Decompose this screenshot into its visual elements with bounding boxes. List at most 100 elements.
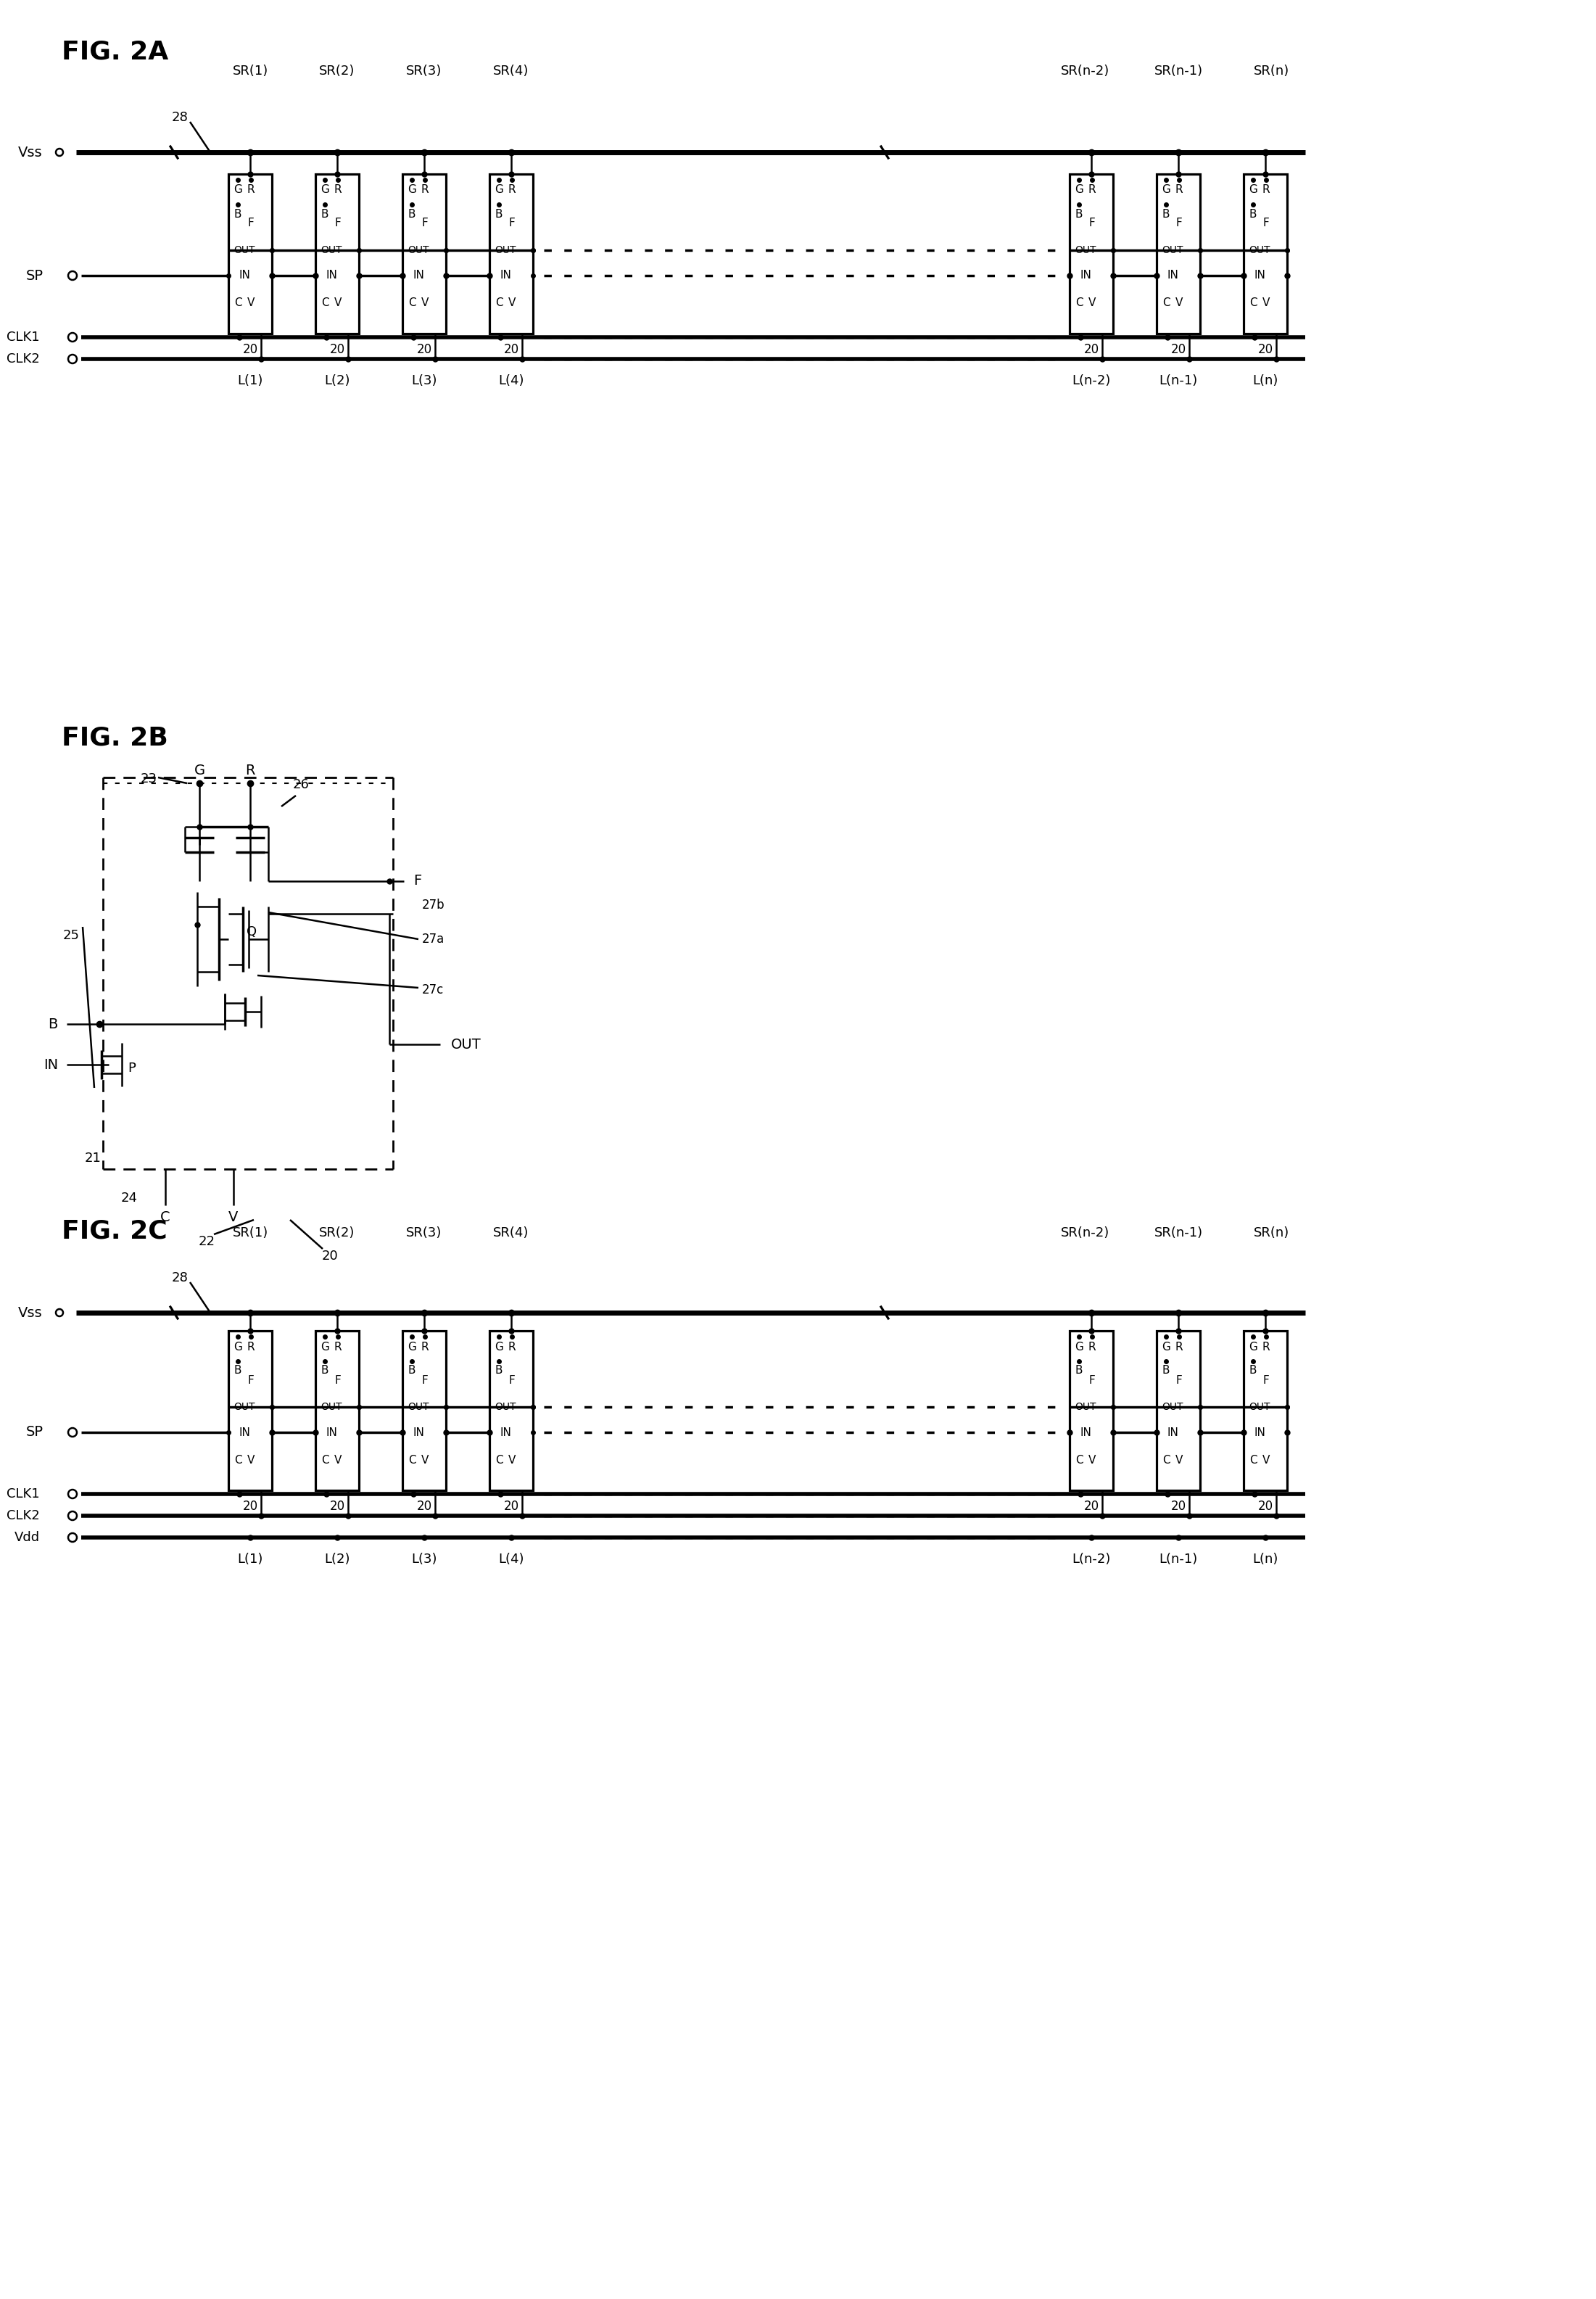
Bar xyxy=(316,175,359,333)
Text: F: F xyxy=(1088,218,1095,230)
Text: 26: 26 xyxy=(292,777,310,791)
Text: 21: 21 xyxy=(85,1152,102,1166)
Text: V: V xyxy=(508,1455,516,1464)
Bar xyxy=(402,175,445,333)
Text: 27c: 27c xyxy=(421,984,444,995)
Text: R: R xyxy=(1262,184,1270,195)
Text: C: C xyxy=(1076,1455,1082,1464)
Text: C: C xyxy=(1162,297,1170,308)
Text: G: G xyxy=(233,184,243,195)
Text: G: G xyxy=(321,184,329,195)
Text: G: G xyxy=(1162,1340,1170,1352)
Text: L(1): L(1) xyxy=(238,375,263,386)
Text: L(n): L(n) xyxy=(1253,1552,1278,1566)
Text: IN: IN xyxy=(500,1428,511,1437)
Text: SP: SP xyxy=(26,269,43,283)
Text: CLK2: CLK2 xyxy=(6,352,40,366)
Text: OUT: OUT xyxy=(233,246,255,255)
Text: SR(2): SR(2) xyxy=(319,1225,354,1239)
Text: F: F xyxy=(1262,218,1269,230)
Text: R: R xyxy=(246,763,255,777)
Text: SR(n-1): SR(n-1) xyxy=(1154,1225,1203,1239)
Text: R: R xyxy=(1175,1340,1183,1352)
Text: OUT: OUT xyxy=(1162,246,1183,255)
Text: SR(n-1): SR(n-1) xyxy=(1154,64,1203,78)
Bar xyxy=(490,1331,533,1490)
Bar xyxy=(490,175,533,333)
Text: IN: IN xyxy=(1167,1428,1178,1437)
Text: L(2): L(2) xyxy=(324,1552,350,1566)
Bar xyxy=(1157,175,1200,333)
Text: B: B xyxy=(409,1366,415,1377)
Text: 20: 20 xyxy=(1171,1499,1186,1513)
Text: 22: 22 xyxy=(198,1235,215,1248)
Text: G: G xyxy=(1162,184,1170,195)
Text: C: C xyxy=(495,1455,503,1464)
Text: SR(1): SR(1) xyxy=(233,1225,268,1239)
Text: IN: IN xyxy=(239,271,251,280)
Text: V: V xyxy=(1088,1455,1096,1464)
Text: SR(2): SR(2) xyxy=(319,64,354,78)
Text: 28: 28 xyxy=(171,1271,188,1285)
Text: 20: 20 xyxy=(504,343,519,356)
Text: B: B xyxy=(1250,1366,1256,1377)
Text: V: V xyxy=(1175,1455,1183,1464)
Text: IN: IN xyxy=(43,1058,57,1071)
Text: F: F xyxy=(247,1375,254,1386)
Text: OUT: OUT xyxy=(233,1402,255,1412)
Text: V: V xyxy=(1088,297,1096,308)
Text: Q: Q xyxy=(246,926,257,938)
Text: OUT: OUT xyxy=(495,246,516,255)
Text: OUT: OUT xyxy=(1248,1402,1270,1412)
Text: R: R xyxy=(508,184,516,195)
Text: F: F xyxy=(509,1375,516,1386)
Text: G: G xyxy=(1248,184,1258,195)
Text: IN: IN xyxy=(1254,1428,1266,1437)
Text: Vss: Vss xyxy=(18,1306,41,1320)
Text: IN: IN xyxy=(326,271,337,280)
Text: V: V xyxy=(334,297,342,308)
Text: IN: IN xyxy=(1080,271,1092,280)
Text: IN: IN xyxy=(1254,271,1266,280)
Bar xyxy=(1243,175,1286,333)
Text: C: C xyxy=(160,1209,171,1223)
Text: 20: 20 xyxy=(417,1499,433,1513)
Text: F: F xyxy=(335,1375,342,1386)
Text: L(2): L(2) xyxy=(324,375,350,386)
Text: B: B xyxy=(48,1016,57,1030)
Text: F: F xyxy=(421,1375,428,1386)
Text: 20: 20 xyxy=(322,1251,338,1262)
Text: L(n-2): L(n-2) xyxy=(1073,375,1111,386)
Text: OUT: OUT xyxy=(321,1402,342,1412)
Text: R: R xyxy=(421,1340,429,1352)
Bar xyxy=(402,1331,445,1490)
Text: B: B xyxy=(321,1366,329,1377)
Text: R: R xyxy=(247,1340,255,1352)
Text: CLK1: CLK1 xyxy=(6,331,40,345)
Text: 20: 20 xyxy=(329,1499,345,1513)
Text: IN: IN xyxy=(413,271,425,280)
Text: V: V xyxy=(421,1455,429,1464)
Text: G: G xyxy=(407,184,417,195)
Text: B: B xyxy=(1162,209,1170,218)
Text: V: V xyxy=(508,297,516,308)
Text: CLK2: CLK2 xyxy=(6,1508,40,1522)
Text: FIG. 2C: FIG. 2C xyxy=(62,1218,168,1244)
Text: R: R xyxy=(334,1340,342,1352)
Text: C: C xyxy=(495,297,503,308)
Text: 20: 20 xyxy=(1258,1499,1274,1513)
Bar xyxy=(228,1331,271,1490)
Bar xyxy=(1069,1331,1112,1490)
Text: B: B xyxy=(321,209,329,218)
Text: 25: 25 xyxy=(64,929,80,943)
Text: R: R xyxy=(421,184,429,195)
Text: B: B xyxy=(409,209,415,218)
Text: OUT: OUT xyxy=(495,1402,516,1412)
Text: IN: IN xyxy=(500,271,511,280)
Text: L(1): L(1) xyxy=(238,1552,263,1566)
Text: L(n-1): L(n-1) xyxy=(1159,375,1197,386)
Text: 20: 20 xyxy=(243,343,259,356)
Text: OUT: OUT xyxy=(1074,1402,1096,1412)
Text: IN: IN xyxy=(1167,271,1178,280)
Text: Vss: Vss xyxy=(18,145,41,159)
